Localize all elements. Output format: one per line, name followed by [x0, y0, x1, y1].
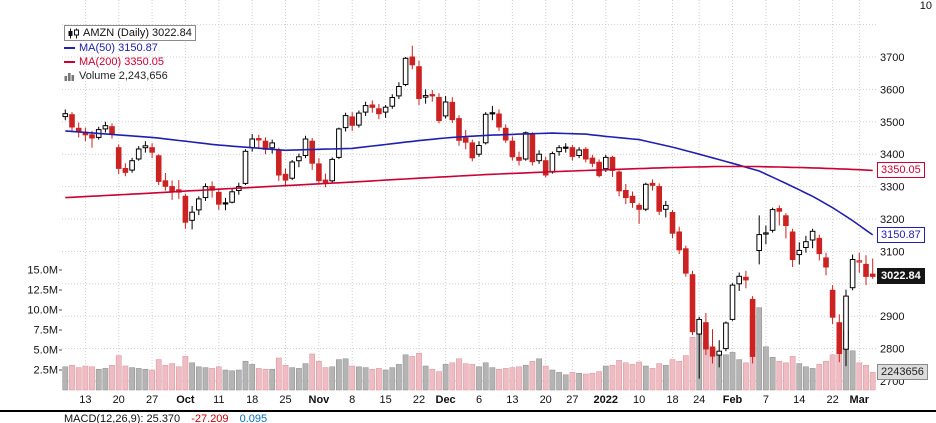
svg-text:11: 11 — [213, 394, 224, 406]
svg-text:20: 20 — [540, 394, 552, 406]
legend-symbol-row: AMZN (Daily) 3022.84 — [64, 25, 196, 41]
svg-text:Mar: Mar — [850, 394, 870, 406]
svg-text:3600: 3600 — [880, 84, 904, 96]
svg-text:2900: 2900 — [880, 311, 904, 323]
last-price-tag: 3022.84 — [877, 268, 925, 284]
svg-text:25: 25 — [279, 394, 291, 406]
svg-text:15: 15 — [379, 394, 391, 406]
symbol-title: AMZN (Daily) 3022.84 — [83, 27, 192, 39]
ma200-line-swatch — [64, 61, 75, 63]
svg-text:13: 13 — [79, 394, 91, 406]
svg-text:12.5M: 12.5M — [27, 285, 58, 297]
svg-text:20: 20 — [113, 394, 125, 406]
macd-summary-row: MACD(12,26,9): 25.370 -27.209 0.095 — [64, 413, 275, 423]
svg-text:Dec: Dec — [436, 394, 456, 406]
svg-text:3700: 3700 — [880, 52, 904, 64]
ma200-label: MA(200) 3350.05 — [79, 56, 164, 68]
svg-text:2.5M: 2.5M — [34, 365, 58, 377]
svg-text:8: 8 — [349, 394, 355, 406]
svg-text:6: 6 — [476, 394, 482, 406]
svg-text:14: 14 — [793, 394, 805, 406]
svg-text:13: 13 — [506, 394, 518, 406]
macd-signal-value: -27.209 — [191, 413, 229, 423]
svg-text:Feb: Feb — [723, 394, 743, 406]
ma200-line — [65, 165, 873, 199]
svg-text:3200: 3200 — [880, 214, 904, 226]
legend-ma200: MA(200) 3350.05 — [64, 55, 196, 69]
volume-axis-labels: 15.0M 12.5M 10.0M 7.5M 5.0M 2.5M — [27, 265, 62, 377]
svg-text:24: 24 — [693, 394, 705, 406]
top-right-partial-label: 10 — [919, 0, 932, 12]
volume-bars — [62, 307, 876, 391]
svg-text:18: 18 — [666, 394, 678, 406]
volume-bars-icon — [64, 73, 75, 81]
svg-text:27: 27 — [146, 394, 158, 406]
svg-text:7: 7 — [763, 394, 769, 406]
ma200-price-tag: 3350.05 — [877, 162, 925, 178]
panel-divider — [0, 410, 936, 412]
macd-hist-value: 0.095 — [239, 413, 268, 423]
svg-text:2800: 2800 — [880, 344, 904, 356]
macd-label: MACD(12,26,9): 25.370 — [64, 413, 181, 423]
volume-value-tag: 2243656 — [877, 364, 928, 380]
volume-label: Volume 2,243,656 — [79, 70, 168, 82]
grid-lines — [62, 0, 876, 390]
chart-legend: AMZN (Daily) 3022.84 MA(50) 3150.87 MA(2… — [64, 25, 196, 83]
svg-text:3100: 3100 — [880, 246, 904, 258]
legend-volume: Volume 2,243,656 — [64, 69, 196, 83]
ma50-price-tag: 3150.87 — [877, 227, 925, 243]
svg-text:3500: 3500 — [880, 117, 904, 129]
svg-text:3400: 3400 — [880, 149, 904, 161]
svg-text:Nov: Nov — [309, 394, 331, 406]
svg-text:7.5M: 7.5M — [34, 325, 58, 337]
svg-text:22: 22 — [413, 394, 425, 406]
svg-text:10: 10 — [633, 394, 645, 406]
legend-ma50: MA(50) 3150.87 — [64, 41, 196, 55]
svg-text:3300: 3300 — [880, 182, 904, 194]
svg-text:22: 22 — [826, 394, 838, 406]
svg-text:27: 27 — [566, 394, 578, 406]
ma50-line — [65, 130, 874, 236]
svg-text:10.0M: 10.0M — [27, 305, 58, 317]
svg-text:18: 18 — [246, 394, 258, 406]
svg-text:2022: 2022 — [594, 394, 618, 406]
ma50-line-swatch — [64, 47, 75, 49]
candles — [62, 45, 876, 379]
svg-text:5.0M: 5.0M — [34, 345, 58, 357]
candlestick-icon — [68, 28, 79, 38]
x-axis-labels: 13 20 27 Oct 11 18 25 Nov 8 15 22 Dec 6 13 20 27 2022 10 1… — [79, 394, 870, 406]
svg-text:15.0M: 15.0M — [27, 265, 58, 277]
ma50-label: MA(50) 3150.87 — [79, 42, 158, 54]
svg-text:Oct: Oct — [176, 394, 195, 406]
